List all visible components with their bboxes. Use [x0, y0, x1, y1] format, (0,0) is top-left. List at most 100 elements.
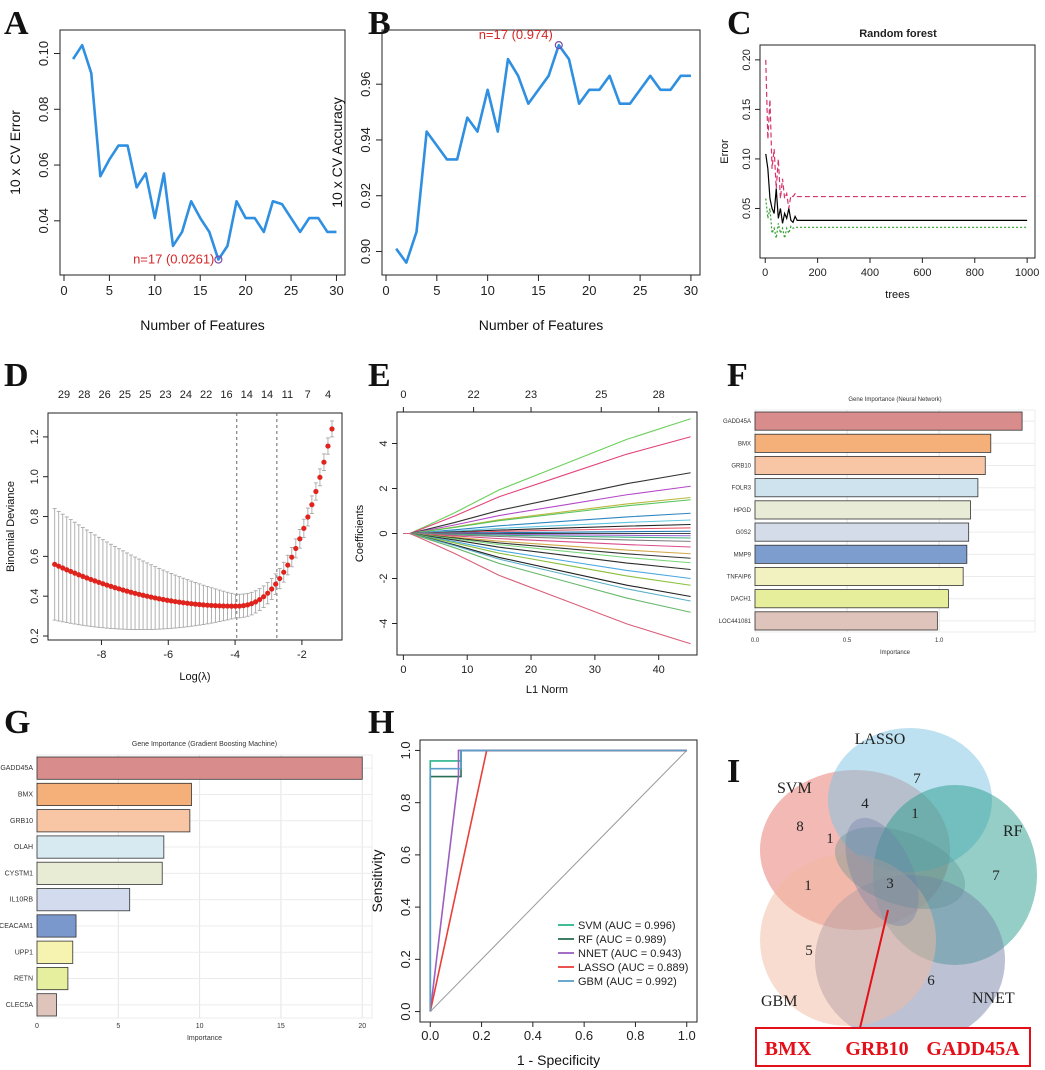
- deviance-point-D: [124, 588, 130, 594]
- bar-G: [36, 835, 165, 859]
- deviance-point-D: [297, 536, 303, 542]
- deviance-point-D: [261, 594, 267, 600]
- coef-path-E: [403, 532, 691, 602]
- x-tick-label-H: 0.6: [575, 1028, 593, 1043]
- category-label-G: CLEC5A: [6, 1002, 34, 1009]
- plot-frame-C: [759, 44, 1036, 259]
- bar-F: [754, 544, 968, 564]
- deviance-point-D: [236, 603, 243, 609]
- category-label-F: FOLR3: [732, 486, 752, 492]
- panel-label-F: F: [727, 357, 748, 394]
- deviance-point-D: [329, 426, 335, 432]
- deviance-point-D: [116, 586, 122, 592]
- legend-label-H: LASSO (AUC = 0.889): [578, 962, 688, 974]
- highlight-gene: BMX: [765, 1038, 812, 1060]
- deviance-point-D: [192, 601, 198, 607]
- top-tick-label-D: 25: [139, 389, 151, 401]
- deviance-point-D: [180, 600, 186, 606]
- x-tick-label-C: 200: [808, 267, 826, 279]
- deviance-point-D: [253, 599, 259, 605]
- top-tick-label-E: 22: [467, 389, 479, 401]
- x-tick-label-B: 15: [531, 283, 545, 298]
- top-tick-label-D: 26: [98, 389, 110, 401]
- category-label-G: CYSTM1: [5, 870, 34, 877]
- deviance-point-D: [289, 554, 295, 560]
- x-tick-label-F: 1.0: [935, 638, 944, 644]
- panel-label-G: G: [4, 704, 30, 741]
- deviance-point-D: [108, 583, 114, 589]
- category-label-F: G0S2: [736, 530, 752, 536]
- top-tick-label-D: 11: [282, 389, 293, 401]
- deviance-point-D: [164, 597, 170, 603]
- y-tick-label-B: 0.92: [358, 183, 373, 208]
- bar-F: [754, 433, 992, 453]
- x-tick-label-H: 0.2: [473, 1028, 491, 1043]
- bar-F: [754, 478, 979, 498]
- annotation-A: n=17 (0.0261): [133, 252, 214, 267]
- category-label-G: OLAH: [14, 844, 33, 851]
- deviance-point-D: [148, 594, 154, 600]
- top-tick-label-E: 23: [525, 389, 537, 401]
- deviance-point-D: [224, 603, 231, 609]
- deviance-point-D: [257, 596, 263, 603]
- x-axis-label-F: Importance: [880, 650, 911, 656]
- x-tick-label-G: 0: [35, 1023, 39, 1030]
- pointer-line-I: [859, 909, 889, 1029]
- panel-label-E: E: [368, 357, 391, 394]
- venn-overlap: [845, 817, 919, 927]
- venn-label-nnet: NNET: [972, 990, 1015, 1007]
- deviance-point-D: [305, 514, 311, 520]
- x-axis-label-H: 1 - Specificity: [517, 1052, 600, 1068]
- deviance-point-D: [200, 602, 206, 608]
- deviance-point-D: [172, 598, 178, 605]
- category-label-F: DACH1: [731, 597, 752, 603]
- venn-count: 3: [886, 876, 894, 892]
- venn-label-svm: SVM: [777, 780, 812, 797]
- venn-count: 1: [826, 831, 834, 847]
- legend-label-H: SVM (AUC = 0.996): [578, 920, 676, 932]
- y-tick-label-B: 0.94: [358, 127, 373, 152]
- roc-curve-H: [429, 749, 687, 1012]
- panel-label-H: H: [368, 704, 394, 741]
- venn-count: 4: [861, 796, 869, 812]
- y-tick-label-H: 0.6: [398, 846, 413, 864]
- x-tick-label-A: 0: [60, 283, 67, 298]
- panel-label-C: C: [727, 5, 752, 42]
- highlight-gene: GRB10: [845, 1038, 908, 1060]
- plot-frame-D: [47, 412, 343, 641]
- bar-G: [36, 967, 69, 991]
- y-tick-label-H: 0.4: [398, 898, 413, 916]
- coef-path-E: [403, 436, 691, 535]
- y-tick-label-A: 0.10: [36, 41, 51, 66]
- deviance-point-D: [52, 561, 58, 567]
- gene-box-I: [755, 1027, 1031, 1067]
- bar-G: [36, 782, 192, 806]
- category-label-G: BMX: [18, 791, 34, 798]
- bar-G: [36, 940, 74, 964]
- coef-path-E: [403, 472, 691, 535]
- y-tick-label-D: 0.8: [29, 509, 41, 524]
- deviance-point-D: [140, 592, 146, 598]
- bar-F: [754, 455, 986, 475]
- x-tick-label-C: 800: [966, 267, 984, 279]
- bar-F: [754, 500, 971, 520]
- bar-G: [36, 993, 57, 1017]
- y-tick-label-B: 0.96: [358, 72, 373, 97]
- deviance-point-D: [281, 569, 287, 575]
- deviance-point-D: [128, 589, 134, 595]
- deviance-point-D: [285, 562, 291, 568]
- deviance-point-D: [273, 581, 279, 587]
- chart-title-G: Gene Importance (Gradient Boosting Machi…: [132, 741, 277, 748]
- x-tick-label-A: 15: [193, 283, 207, 298]
- y-axis-label-B: 10 x CV Accuracy: [329, 97, 345, 208]
- deviance-point-D: [136, 591, 142, 597]
- deviance-point-D: [76, 572, 82, 578]
- legend-label-H: RF (AUC = 0.989): [578, 934, 666, 946]
- deviance-point-D: [184, 600, 190, 606]
- x-axis-label-B: Number of Features: [479, 317, 604, 333]
- deviance-point-D: [325, 443, 331, 449]
- top-tick-label-E: 0: [400, 389, 406, 401]
- venn-overlap: [834, 826, 966, 910]
- x-tick-label-E: 40: [653, 664, 665, 676]
- deviance-point-D: [269, 586, 275, 592]
